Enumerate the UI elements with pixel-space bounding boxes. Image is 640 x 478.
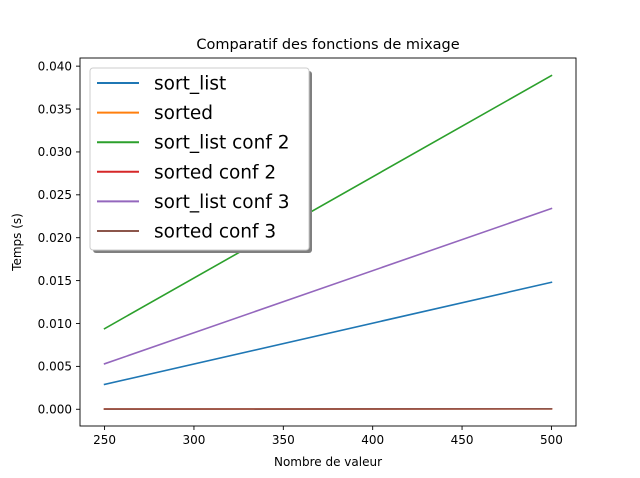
chart-title: Comparatif des fonctions de mixage (196, 37, 459, 53)
y-tick-label: 0.015 (38, 274, 72, 288)
y-tick-label: 0.025 (38, 188, 72, 202)
legend-label-1: sort_list (154, 74, 226, 95)
x-tick-label: 400 (361, 433, 384, 447)
y-tick-label: 0.005 (38, 360, 72, 374)
series-line-5 (103, 207, 553, 365)
x-tick-label: 300 (182, 433, 205, 447)
x-axis-label: Nombre de valeur (274, 455, 382, 469)
x-tick-label: 350 (272, 433, 295, 447)
legend-label-2: sorted (154, 103, 213, 124)
y-tick-label: 0.010 (38, 317, 72, 331)
legend-box (89, 67, 310, 251)
x-axis: 250 300 350 400 450 500 (93, 426, 563, 447)
x-tick-label: 250 (93, 433, 116, 447)
y-axis: 0.000 0.005 0.010 0.015 0.020 0.025 0.030 0.035… (38, 59, 80, 417)
y-tick-label: 0.020 (38, 231, 72, 245)
axes-frame (79, 57, 577, 427)
legend-label-3: sort_list conf 2 (154, 133, 290, 154)
legend-label-6: sorted conf 3 (154, 222, 276, 243)
y-tick-label: 0.040 (38, 59, 72, 73)
y-tick-label: 0.035 (38, 102, 72, 116)
x-tick-label: 450 (451, 433, 474, 447)
y-axis-label: Temps (s) (10, 213, 24, 272)
legend-label-5: sort_list conf 3 (154, 192, 290, 213)
plot-area (79, 57, 577, 427)
y-tick-label: 0.030 (38, 145, 72, 159)
legend-label-4: sorted conf 2 (154, 162, 276, 183)
series-line-3 (103, 74, 553, 330)
y-tick-label: 0.000 (38, 403, 72, 417)
series-line-1 (103, 281, 553, 386)
x-tick-label: 500 (540, 433, 563, 447)
